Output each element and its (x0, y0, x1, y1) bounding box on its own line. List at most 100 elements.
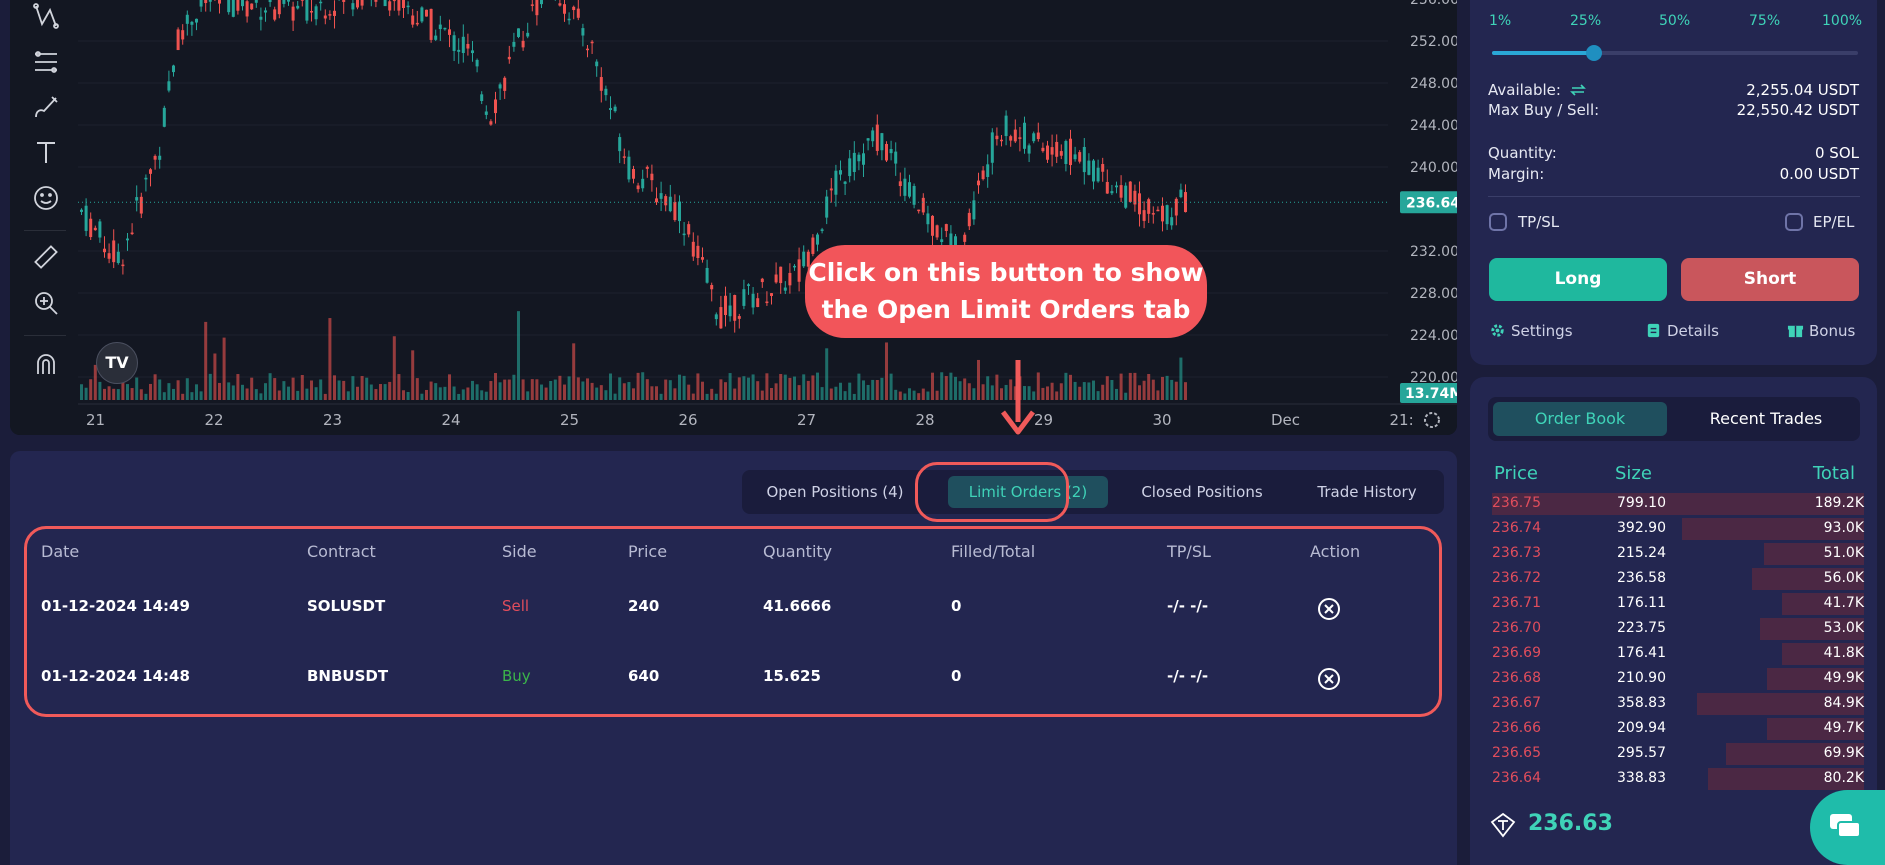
pct-100[interactable]: 100% (1822, 13, 1863, 29)
tab-closed-positions[interactable]: Closed Positions (1141, 483, 1263, 501)
cancel-order-icon[interactable] (1317, 597, 1341, 621)
volume-bar (1013, 386, 1017, 400)
zoom-in-icon[interactable] (32, 289, 60, 317)
order-book-row[interactable]: 236.68 210.90 49.9K (1492, 668, 1864, 690)
pattern-icon[interactable] (32, 2, 60, 30)
candle-body (310, 11, 313, 13)
bonus-link[interactable]: Bonus (1787, 322, 1855, 340)
order-book-row[interactable]: 236.75 799.10 189.2K (1492, 493, 1864, 515)
slider-knob[interactable] (1585, 45, 1602, 61)
volume-bar (655, 386, 658, 400)
order-book-row[interactable]: 236.64 338.83 80.2K (1492, 768, 1864, 790)
volume-bar (788, 377, 792, 400)
volume-bar (866, 384, 870, 400)
candle-body (632, 168, 635, 179)
pct-50[interactable]: 50% (1659, 13, 1691, 29)
settings-link[interactable]: Settings (1489, 322, 1573, 340)
divider (1488, 196, 1860, 197)
volume-bar (305, 388, 309, 400)
emoji-icon[interactable] (32, 184, 60, 212)
candle-body (972, 200, 976, 220)
volume-bar (935, 390, 939, 400)
volume-bar (443, 386, 447, 400)
candle-body (236, 0, 240, 11)
candle-body (627, 156, 631, 180)
tab-trade-history[interactable]: Trade History (1317, 483, 1417, 501)
tab-open-positions[interactable]: Open Positions (4) (766, 483, 904, 501)
volume-bar (917, 393, 921, 400)
candle-body (921, 197, 925, 213)
price-chart[interactable]: 252.00 248.00 244.00 240.00 232.00 228.00 224.… (10, 0, 1457, 435)
volume-bar (544, 387, 548, 400)
volume-bar (1096, 391, 1100, 400)
candle-body (475, 59, 479, 67)
candlestick-chart[interactable]: 252.00 248.00 244.00 240.00 232.00 228.00 224.… (78, 0, 1457, 435)
order-book-row[interactable]: 236.66 209.94 49.7K (1492, 718, 1864, 740)
candle-body (719, 307, 723, 329)
volume-bar (567, 376, 571, 400)
volume-bar (1059, 383, 1063, 400)
magnet-icon[interactable] (32, 350, 60, 378)
pct-75[interactable]: 75% (1749, 13, 1781, 29)
epel-checkbox[interactable] (1785, 213, 1803, 231)
volume-bar (599, 385, 603, 400)
volume-bar (1087, 382, 1091, 400)
col-contract: Contract (307, 542, 376, 561)
x-tick-label: 26 (679, 411, 698, 429)
candle-body (448, 29, 451, 35)
order-book-row[interactable]: 236.70 223.75 53.0K (1492, 618, 1864, 640)
order-book-row[interactable]: 236.73 215.24 51.0K (1492, 543, 1864, 565)
tpsl-checkbox[interactable] (1489, 213, 1507, 231)
candle-body (613, 106, 617, 112)
callout-line-1: Click on this button to show (808, 258, 1204, 287)
tab-order-book[interactable]: Order Book (1493, 402, 1667, 436)
text-icon[interactable] (32, 138, 60, 166)
brush-icon[interactable] (32, 93, 60, 121)
tab-limit-orders[interactable]: Limit Orders (2) (948, 476, 1108, 508)
volume-bar (273, 378, 277, 400)
order-book-row[interactable]: 236.67 358.83 84.9K (1492, 693, 1864, 715)
candle-body (581, 28, 585, 36)
amount-slider[interactable] (1492, 45, 1858, 61)
pct-1[interactable]: 1% (1489, 13, 1512, 29)
volume-bar (719, 379, 723, 400)
volume-bar (549, 380, 553, 400)
volume-bar (940, 372, 944, 400)
volume-bar (268, 373, 272, 400)
order-book-row[interactable]: 236.65 295.57 69.9K (1492, 743, 1864, 765)
volume-bar (972, 388, 976, 400)
order-book-row[interactable]: 236.69 176.41 41.8K (1492, 643, 1864, 665)
details-link[interactable]: Details (1645, 322, 1719, 340)
order-book-row[interactable]: 236.71 176.11 41.7K (1492, 593, 1864, 615)
order-book-row[interactable]: 236.72 236.58 56.0K (1492, 568, 1864, 590)
candle-body (107, 253, 111, 259)
transfer-icon[interactable] (1569, 84, 1586, 96)
candle-body (305, 0, 309, 21)
volume-bar (259, 393, 263, 400)
volume-bar (659, 393, 663, 400)
candle-body (908, 182, 911, 197)
candle-body (296, 5, 300, 9)
ruler-icon[interactable] (32, 243, 60, 271)
volume-bar (130, 388, 134, 400)
tutorial-callout: Click on this button to show the Open Li… (805, 245, 1207, 338)
long-button[interactable]: Long (1489, 258, 1667, 301)
candle-body (420, 7, 424, 22)
candle-body (645, 166, 649, 169)
fib-lines-icon[interactable] (32, 48, 60, 76)
volume-bar (383, 384, 387, 400)
chart-settings-icon[interactable] (1424, 412, 1440, 428)
chat-widget[interactable] (1810, 790, 1885, 865)
pct-25[interactable]: 25% (1570, 13, 1602, 29)
volume-bar (328, 318, 332, 400)
order-book-row[interactable]: 236.74 392.90 93.0K (1492, 518, 1864, 540)
tab-recent-trades[interactable]: Recent Trades (1709, 409, 1823, 428)
candle-body (512, 41, 516, 47)
order-quantity: 15.625 (763, 667, 821, 685)
candle-body (245, 1, 249, 17)
short-button[interactable]: Short (1681, 258, 1859, 301)
candle-body (218, 0, 221, 4)
cancel-order-icon[interactable] (1317, 667, 1341, 691)
volume-bar (1170, 379, 1174, 400)
ob-price: 236.65 (1492, 745, 1541, 761)
